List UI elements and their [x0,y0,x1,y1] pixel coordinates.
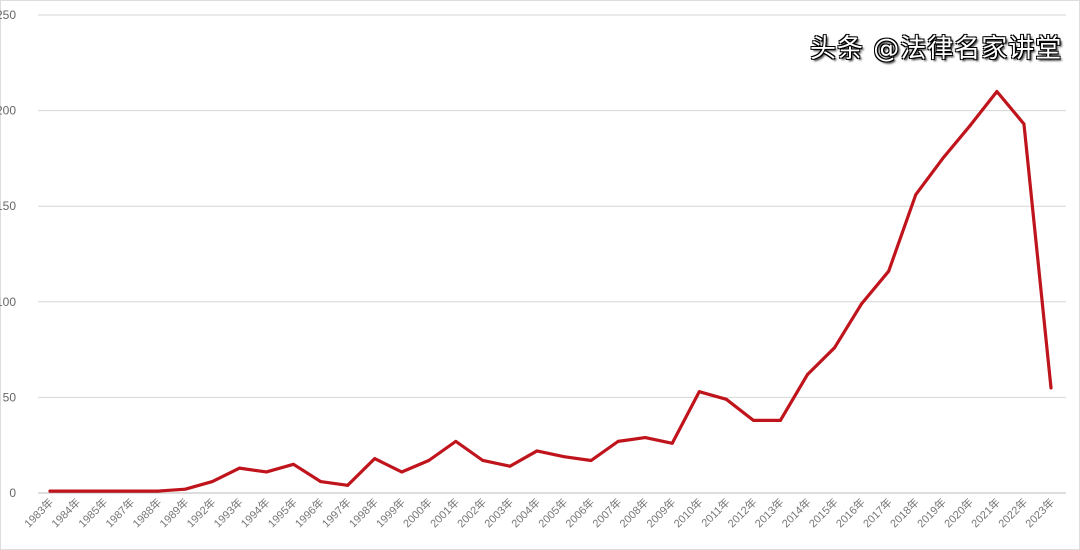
data-point [183,487,187,491]
data-point [508,464,512,468]
y-tick-label: 150 [0,199,16,213]
x-tick-label: 2003年 [481,495,516,530]
x-tick-label: 2014年 [779,495,814,530]
x-tick-label: 1989年 [156,495,191,530]
data-point [914,193,918,197]
data-point [210,480,214,484]
x-tick-label: 1995年 [265,495,300,530]
data-point [697,390,701,394]
x-tick-label: 2006年 [562,495,597,530]
x-tick-label: 2013年 [752,495,787,530]
x-tick-label: 2001年 [427,495,462,530]
x-tick-label: 1987年 [102,495,137,530]
data-point [860,302,864,306]
x-tick-label: 1999年 [373,495,408,530]
x-tick-label: 2002年 [454,495,489,530]
x-tick-label: 2017年 [860,495,895,530]
x-tick-label: 2018年 [887,495,922,530]
data-point [535,449,539,453]
data-point [670,441,674,445]
x-tick-label: 2019年 [914,495,949,530]
x-tick-label: 1994年 [238,495,273,530]
x-tick-label: 2021年 [968,495,1003,530]
x-tick-label: 2000年 [400,495,435,530]
x-tick-label: 1992年 [183,495,218,530]
data-point [887,269,891,273]
x-tick-label: 1997年 [319,495,354,530]
data-point [643,436,647,440]
data-point [751,418,755,422]
data-point [291,462,295,466]
data-point [237,466,241,470]
y-tick-label: 200 [0,104,16,118]
data-point [616,439,620,443]
data-point [995,89,999,93]
data-point [806,372,810,376]
x-tick-label: 1985年 [75,495,110,530]
data-point [833,346,837,350]
x-tick-label: 2022年 [995,495,1030,530]
x-tick-label: 1993年 [211,495,246,530]
x-tick-label: 2007年 [589,495,624,530]
data-point [589,458,593,462]
data-point [481,458,485,462]
x-tick-label: 2016年 [833,495,868,530]
watermark: 头条 @法律名家讲堂 [810,34,1063,64]
data-point [346,483,350,487]
x-tick-label: 2008年 [616,495,651,530]
data-point [75,489,79,493]
data-point [1022,122,1026,126]
data-point [373,457,377,461]
data-point [129,489,133,493]
data-point [427,458,431,462]
x-tick-label: 1998年 [346,495,381,530]
x-tick-label: 2004年 [508,495,543,530]
x-tick-label: 1988年 [129,495,164,530]
y-tick-label: 100 [0,295,16,309]
x-tick-label: 2015年 [806,495,841,530]
data-line [48,89,1053,493]
x-tick-label: 1983年 [21,495,56,530]
x-tick-label: 2010年 [670,495,705,530]
data-point [1049,386,1053,390]
x-tick-label: 1996年 [292,495,327,530]
data-point [400,470,404,474]
data-point [319,480,323,484]
y-tick-label: 50 [3,390,17,404]
x-tick-label: 1984年 [48,495,83,530]
x-tick-label: 2012年 [725,495,760,530]
x-tick-label: 2005年 [535,495,570,530]
data-point [562,455,566,459]
data-point [156,489,160,493]
x-tick-label: 2020年 [941,495,976,530]
data-point [778,418,782,422]
data-point [102,489,106,493]
data-point [48,489,52,493]
y-tick-label: 250 [0,8,16,22]
x-tick-label: 2009年 [643,495,678,530]
data-point [454,439,458,443]
data-point [724,397,728,401]
x-tick-label: 2023年 [1022,495,1057,530]
y-tick-label: 0 [9,486,16,500]
data-point [264,470,268,474]
data-point [941,156,945,160]
data-point [968,124,972,128]
